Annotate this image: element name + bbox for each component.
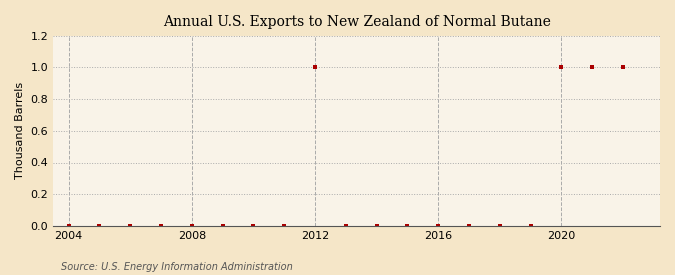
Y-axis label: Thousand Barrels: Thousand Barrels	[15, 82, 25, 179]
Text: Source: U.S. Energy Information Administration: Source: U.S. Energy Information Administ…	[61, 262, 292, 272]
Title: Annual U.S. Exports to New Zealand of Normal Butane: Annual U.S. Exports to New Zealand of No…	[163, 15, 551, 29]
